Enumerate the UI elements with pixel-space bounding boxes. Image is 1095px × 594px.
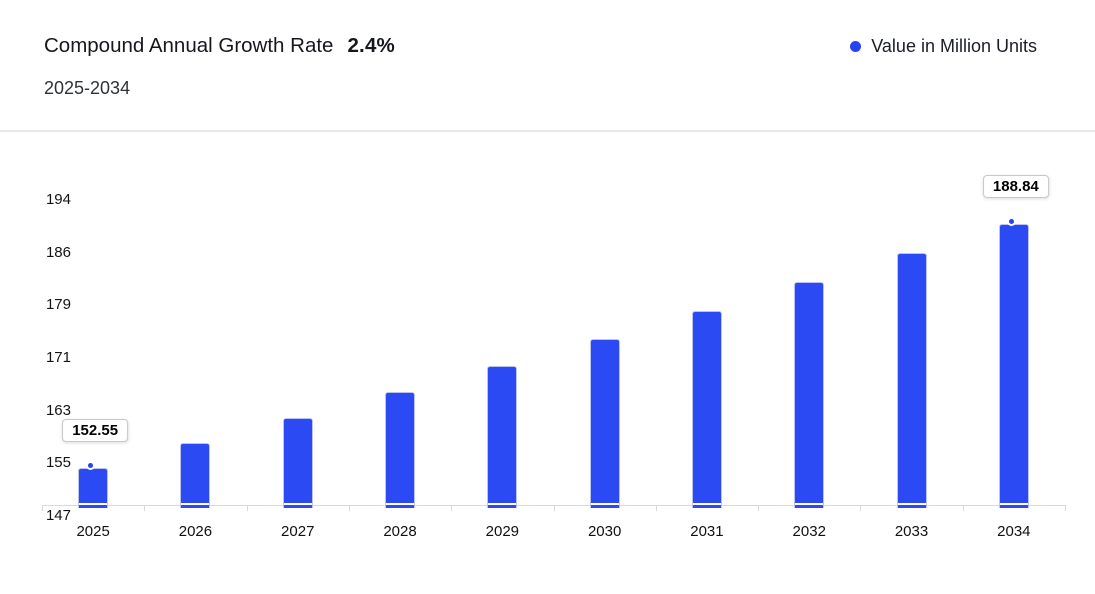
x-axis-label: 2027 [281, 523, 315, 540]
bar-bottom-stripe [999, 503, 1028, 505]
legend-item[interactable]: Value in Million Units [850, 35, 1037, 58]
x-axis-label: 2034 [997, 523, 1031, 540]
bar-bottom-stripe [79, 503, 108, 505]
cagr-value: 2.4% [347, 34, 395, 57]
bar-bottom-stripe [386, 503, 415, 505]
x-axis-tick [553, 505, 555, 511]
bar[interactable] [998, 223, 1029, 508]
x-axis-label: 2029 [485, 523, 520, 540]
legend-label: Value in Million Units [871, 36, 1037, 56]
bar[interactable] [78, 467, 109, 508]
bar-bottom-stripe [590, 503, 619, 505]
header-divider [0, 130, 1095, 132]
bar[interactable] [180, 443, 211, 508]
x-axis-tick [348, 505, 350, 511]
chart-subtitle: 2025-2034 [44, 78, 131, 98]
value-label: 188.84 [982, 174, 1049, 198]
bar[interactable] [589, 338, 620, 508]
x-axis-tick [860, 505, 862, 511]
bar[interactable] [487, 365, 518, 508]
bar[interactable] [691, 310, 722, 508]
y-axis-label: 155 [45, 454, 71, 472]
chart-title: Compound Annual Growth Rate [44, 34, 334, 57]
x-axis-label: 2031 [690, 523, 724, 540]
y-axis-label: 194 [45, 191, 71, 208]
x-axis-tick [144, 505, 146, 511]
y-axis-label: 171 [45, 349, 71, 366]
bar-bottom-stripe [181, 503, 210, 505]
bar-bottom-stripe [897, 503, 926, 505]
value-label: 152.55 [62, 418, 129, 442]
x-axis-label: 2030 [587, 523, 622, 540]
x-axis-tick [451, 505, 453, 511]
bar[interactable] [794, 282, 825, 508]
x-axis-tick [246, 505, 248, 511]
point-marker[interactable] [86, 460, 96, 470]
y-axis-label: 179 [45, 296, 71, 314]
page-title: Compound Annual Growth Rate 2.4% [44, 33, 395, 59]
x-axis-label: 2025 [76, 523, 110, 540]
x-axis-tick [42, 505, 43, 511]
x-axis-label: 2033 [894, 523, 929, 540]
bar-bottom-stripe [283, 503, 312, 505]
x-axis-tick [962, 505, 964, 511]
legend-marker-icon [850, 41, 862, 52]
bar[interactable] [282, 417, 313, 508]
x-axis-tick [655, 505, 657, 511]
bar-bottom-stripe [488, 503, 517, 505]
y-axis-label: 186 [45, 243, 71, 261]
x-axis-label: 2028 [383, 523, 417, 540]
x-axis-tick [758, 505, 760, 511]
bar[interactable] [896, 253, 927, 508]
x-axis-label: 2026 [178, 523, 213, 540]
bar-bottom-stripe [692, 503, 721, 505]
y-axis-label: 147 [45, 507, 71, 524]
x-axis-tick [1065, 505, 1066, 511]
y-axis-label: 163 [45, 401, 71, 419]
bar[interactable] [385, 392, 416, 508]
point-marker[interactable] [1006, 216, 1016, 226]
bar-bottom-stripe [795, 503, 824, 505]
x-axis-label: 2032 [792, 523, 826, 540]
